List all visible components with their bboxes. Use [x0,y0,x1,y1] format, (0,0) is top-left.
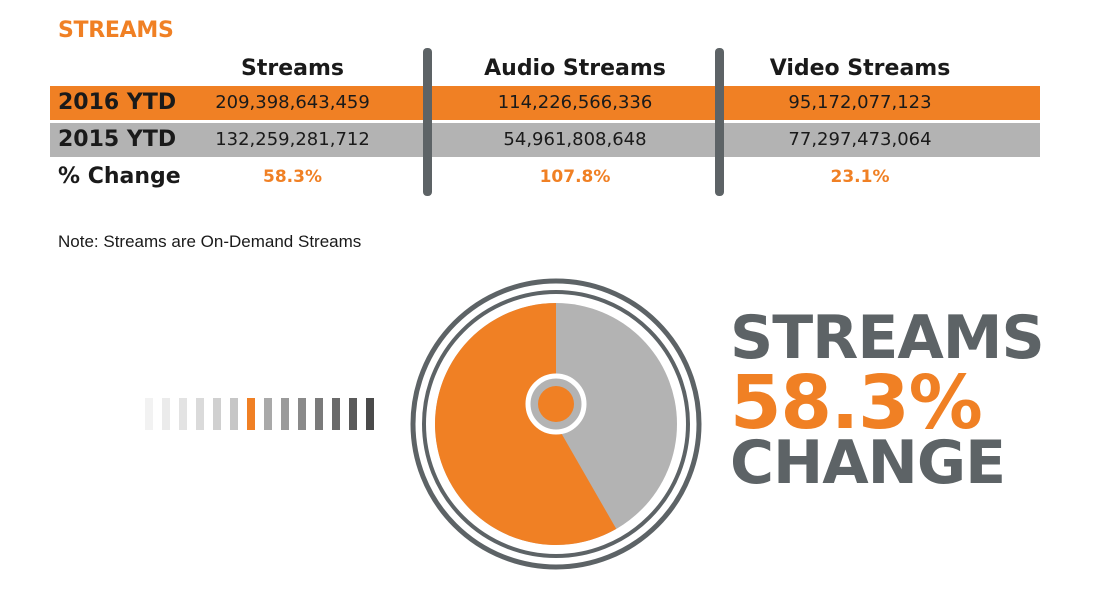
progress-bar [145,398,153,430]
col-header-streams: Streams [241,56,344,81]
progress-bar [315,398,323,430]
progress-bar [298,398,306,430]
row-label-2015: 2015 YTD [58,127,177,152]
col-header-audio-streams: Audio Streams [484,56,666,81]
cell-2015-audio: 54,961,808,648 [503,129,647,150]
row-band-2015 [50,123,1040,157]
disc-inner-ring [422,290,690,558]
cell-change-video: 23.1% [830,167,890,187]
cell-2016-audio: 114,226,566,336 [497,92,653,113]
disc-center-dot [538,386,574,422]
column-divider-2 [715,48,724,196]
progress-bar-highlight [247,398,255,430]
col-header-video-streams: Video Streams [769,56,951,81]
headline-line3: CHANGE [730,428,1006,498]
progress-bar [332,398,340,430]
progress-bar [162,398,170,430]
progress-bar [281,398,289,430]
row-band-2016 [50,86,1040,120]
progress-bar [213,398,221,430]
progress-bar [349,398,357,430]
progress-bar [179,398,187,430]
cell-2015-video: 77,297,473,064 [788,129,932,150]
row-label-change: % Change [58,164,181,189]
row-label-2016: 2016 YTD [58,90,177,115]
streams-change-disc [410,278,702,570]
disc-change-slice [434,303,617,545]
cell-2015-streams: 132,259,281,712 [215,129,370,150]
footnote: Note: Streams are On-Demand Streams [58,232,362,251]
section-title: STREAMS [58,18,174,43]
progress-bar [366,398,374,430]
cell-change-streams: 58.3% [263,167,322,187]
headline-line2: 58.3% [730,360,983,446]
cell-2016-video: 95,172,077,123 [788,92,932,113]
progress-bar [264,398,272,430]
progress-bar [230,398,238,430]
progress-bar [196,398,204,430]
headline-line1: STREAMS [730,303,1045,373]
cell-2016-streams: 209,398,643,459 [215,92,370,113]
column-divider-1 [423,48,432,196]
cell-change-audio: 107.8% [539,167,611,187]
